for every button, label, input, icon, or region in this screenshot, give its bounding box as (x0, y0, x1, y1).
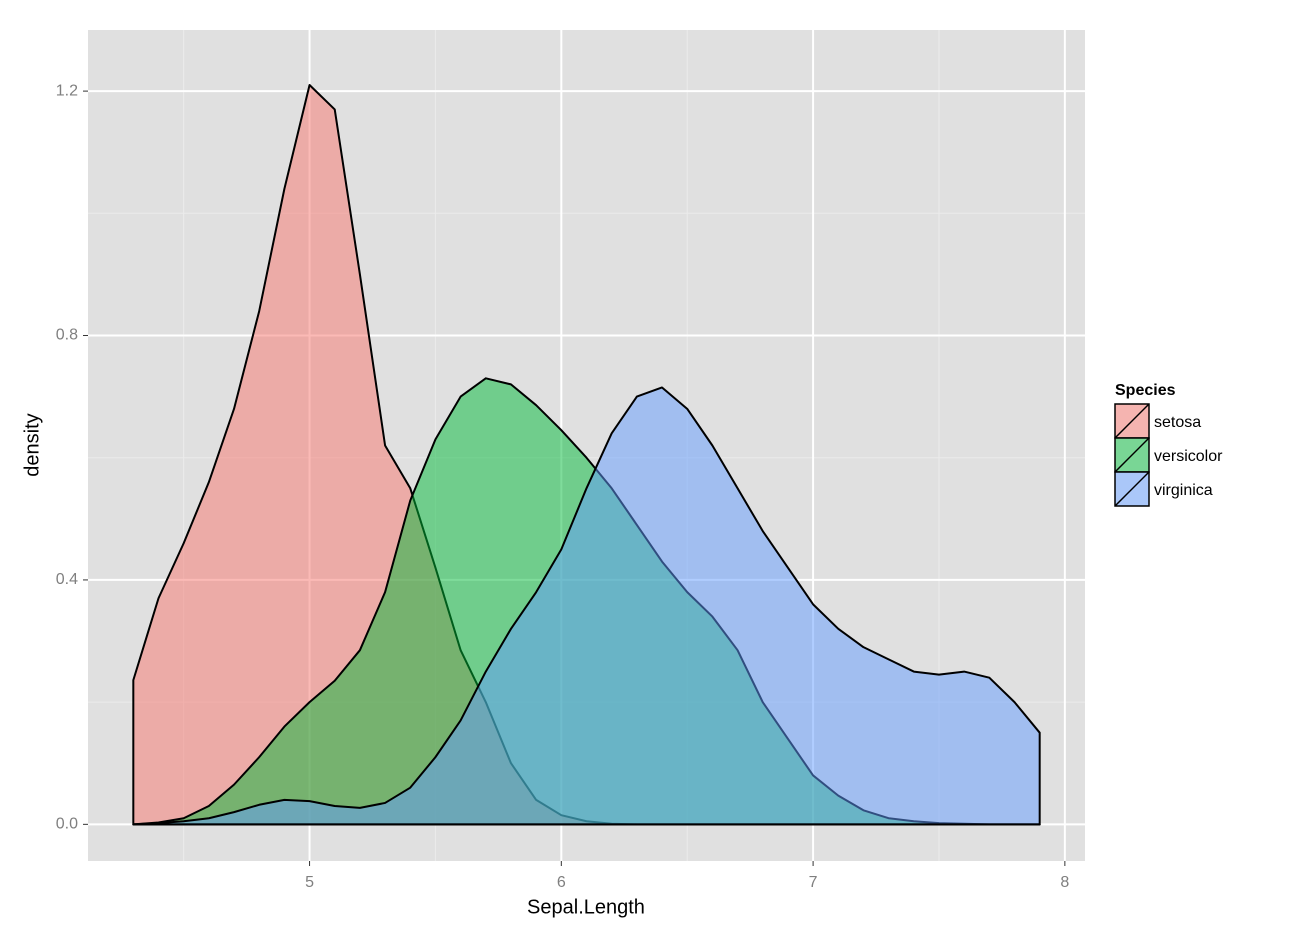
x-tick-label: 7 (809, 874, 818, 891)
legend-label: virginica (1154, 482, 1213, 499)
x-tick-label: 6 (557, 874, 566, 891)
areas (132, 83, 1041, 826)
legend-label: versicolor (1154, 448, 1223, 465)
legend-key-line (1114, 403, 1150, 439)
y-tick-label: 0.8 (56, 327, 78, 344)
y-tick-label: 0.0 (56, 816, 78, 833)
density-area (132, 386, 1041, 826)
legend-label: setosa (1154, 414, 1201, 431)
y-axis-title: density (21, 413, 43, 476)
legend-key-line (1114, 471, 1150, 507)
legend: setosa versicolor virginica (1114, 403, 1223, 507)
y-tick-label: 1.2 (56, 82, 78, 99)
x-tick-label: 5 (305, 874, 314, 891)
legend-key-line (1114, 437, 1150, 473)
x-axis-title: Sepal.Length (527, 896, 645, 918)
y-tick-label: 0.4 (56, 571, 78, 588)
legend-title: Species (1115, 382, 1176, 399)
x-tick-label: 8 (1060, 874, 1069, 891)
axes: 5 6 7 8 0.0 0.4 0.8 1.2 (56, 82, 1070, 891)
